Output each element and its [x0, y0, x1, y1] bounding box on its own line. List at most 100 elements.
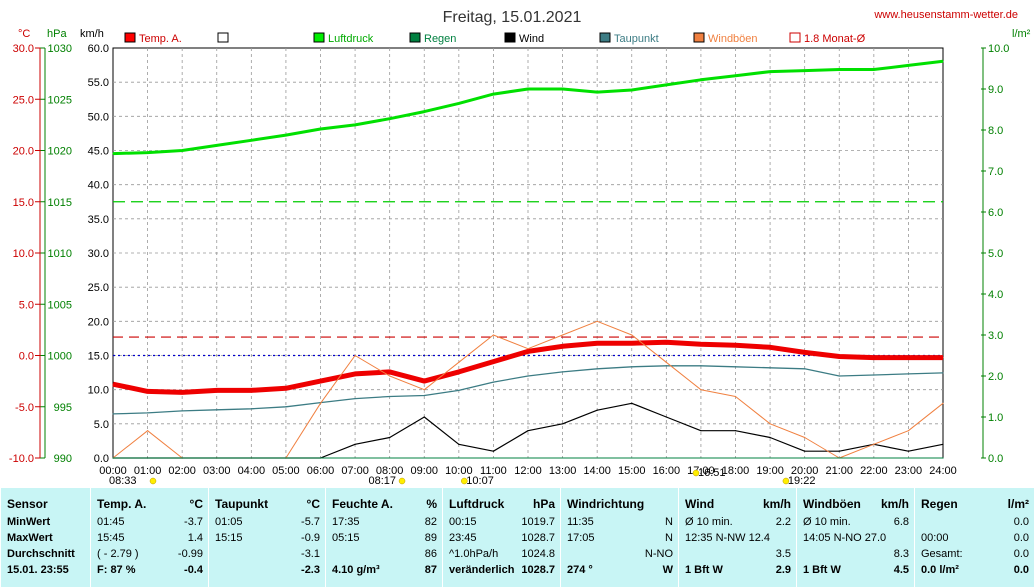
stats-row: Ø 10 min. 2.2 — [679, 514, 797, 530]
wind-tick-label: 55.0 — [88, 77, 109, 89]
wind-tick-label: 30.0 — [88, 248, 109, 260]
stats-row: 3.5 — [679, 546, 797, 562]
stats-cell-value: 0.0 — [1013, 516, 1029, 528]
data-point — [665, 416, 667, 418]
data-point — [596, 409, 598, 411]
stats-row: 0.0 — [915, 514, 1034, 530]
stats-cell-value: 1019.7 — [521, 516, 555, 528]
sun-mark-label: 08:33 — [109, 475, 137, 487]
wind-tick-label: 20.0 — [88, 316, 109, 328]
data-point — [942, 372, 944, 374]
stats-column-unit: km/h — [880, 497, 909, 511]
data-point — [700, 343, 702, 345]
legend-swatch — [313, 32, 325, 43]
stats-row: 86 — [326, 546, 443, 562]
stats-row: 17:35 82 — [326, 514, 443, 530]
data-point — [769, 436, 771, 439]
wind-tick-label: 5.0 — [94, 419, 109, 431]
unit-kmh: km/h — [80, 28, 104, 40]
stats-cell-value: -3.7 — [184, 516, 203, 528]
data-point — [458, 361, 460, 363]
stats-cell-label: ( - 2.79 ) — [97, 548, 139, 560]
data-point — [804, 436, 806, 439]
stats-row: -3.1 — [209, 546, 326, 562]
stats-cell-label: MinWert — [7, 516, 51, 528]
unit-lm2: l/m² — [1012, 28, 1031, 40]
stats-row: 1 Bft W 4.5 — [797, 562, 915, 578]
data-point — [423, 394, 425, 397]
stats-cell-label: 00:15 — [449, 516, 477, 528]
wind-tick-label: 35.0 — [88, 214, 109, 226]
data-point — [734, 366, 737, 368]
data-point — [216, 144, 218, 146]
stats-cell-label: ^1.0hPa/h — [449, 548, 499, 560]
stats-column: Taupunkt °C 01:05 -5.7 15:15 -0.9 -3.1 -2.3 — [208, 488, 326, 587]
x-tick-label: 13:00 — [549, 465, 577, 477]
stats-row: MinWert — [1, 514, 91, 530]
temp-tick-label: 30.0 — [13, 43, 34, 55]
stats-cell-value: W — [662, 564, 673, 576]
temp-tick-label: -5.0 — [15, 402, 34, 414]
data-point — [423, 380, 425, 382]
legend-label: Luftdruck — [328, 33, 374, 45]
x-tick-label: 02:00 — [168, 465, 196, 477]
data-point — [838, 68, 840, 71]
stats-row: veränderlich 1028.7 — [443, 562, 561, 578]
data-point — [146, 412, 149, 414]
data-point — [631, 89, 633, 91]
data-point — [181, 391, 183, 393]
chart-legend: Temp. A. Luftdruck Regen Wind Taupunkt Windbö… — [124, 32, 866, 45]
site-link[interactable]: www.heusenstamm-wetter.de — [873, 9, 1018, 21]
data-point — [907, 356, 910, 359]
chart-title: Freitag, 15.01.2021 — [443, 9, 582, 26]
data-point — [354, 373, 356, 375]
data-point — [873, 443, 875, 445]
data-point — [838, 450, 840, 452]
wind-tick-label: 60.0 — [88, 43, 109, 55]
stats-cell-label: Gesamt: — [921, 548, 963, 560]
sun-mark-icon — [149, 477, 157, 485]
legend-label: Windböen — [708, 33, 758, 45]
stats-row: 15:45 1.4 — [91, 530, 209, 546]
x-tick-label: 19:00 — [756, 465, 784, 477]
wind-tick-label: 15.0 — [88, 351, 109, 363]
wind-tick-label: 10.0 — [88, 385, 109, 397]
x-tick-label: 08:00 — [376, 465, 404, 477]
stats-cell-value: -0.9 — [301, 532, 320, 544]
x-tick-label: 07:00 — [341, 465, 369, 477]
stats-column: Sensor MinWert MaxWert Durchschnitt 15.01. 2… — [0, 488, 91, 587]
x-tick-label: 09:00 — [410, 465, 438, 477]
stats-cell-value: 4.5 — [893, 564, 909, 576]
temp-tick-label: 10.0 — [13, 248, 34, 260]
data-point — [354, 124, 356, 126]
data-point — [319, 402, 322, 404]
stats-row: 15.01. 23:55 — [1, 562, 91, 578]
stats-row: 00:00 0.0 — [915, 530, 1034, 546]
stats-row: 274 ° W — [561, 562, 679, 578]
data-point — [146, 430, 149, 432]
stats-cell-value: 87 — [424, 564, 437, 576]
pressure-tick-label: 1005 — [48, 299, 72, 311]
x-tick-label: 05:00 — [272, 465, 300, 477]
stats-cell-label: 01:05 — [215, 516, 243, 528]
stats-row: N-NO — [561, 546, 679, 562]
rain-tick-label: 7.0 — [988, 166, 1003, 178]
data-point — [492, 93, 495, 95]
data-point — [769, 367, 771, 369]
rain-tick-label: 9.0 — [988, 84, 1003, 96]
stats-cell-label: 274 ° — [567, 564, 593, 576]
sun-mark-icon — [782, 477, 790, 485]
stats-column-title: Regen l/m² — [921, 497, 1029, 511]
stats-column: Windböen km/h Ø 10 min. 6.8 14:05 N-NO 27.0 8… — [796, 488, 915, 587]
stats-cell-label: Durchschnitt — [7, 548, 75, 560]
data-point — [423, 416, 425, 418]
stats-cell-value: 1028.7 — [521, 564, 555, 576]
data-point — [285, 387, 287, 389]
stats-column-unit: % — [426, 497, 437, 511]
data-point — [458, 102, 460, 104]
stats-cell-value: -5.7 — [301, 516, 320, 528]
rain-tick-label: 6.0 — [988, 207, 1003, 219]
wind-tick-label: 0.0 — [94, 453, 109, 465]
data-point — [458, 443, 460, 445]
data-point — [423, 110, 425, 113]
